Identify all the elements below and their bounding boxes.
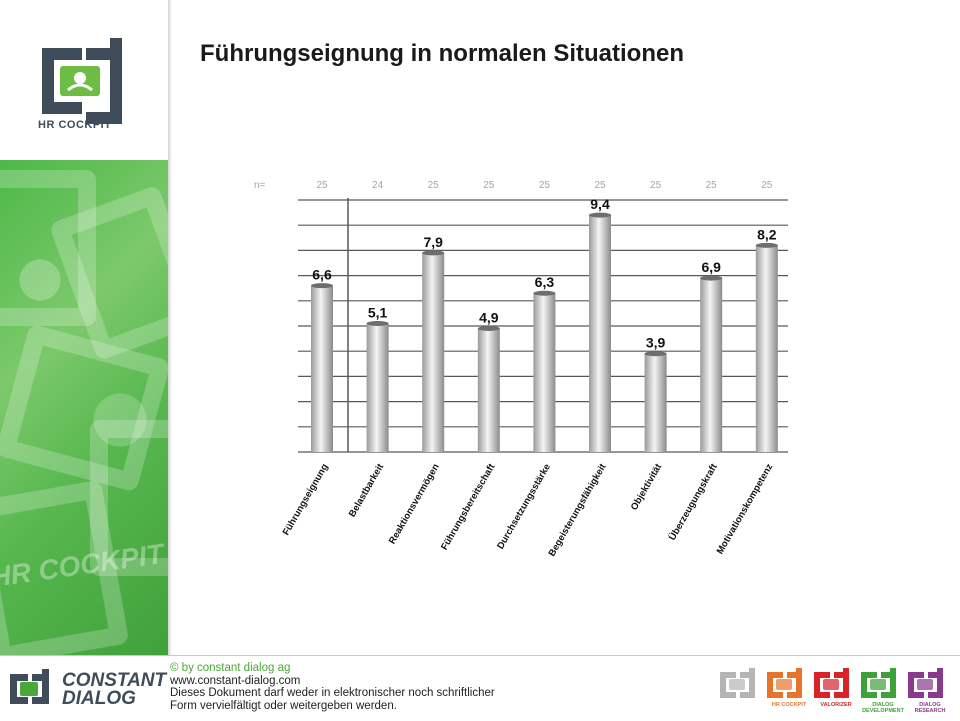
product-logo-icon xyxy=(908,668,943,698)
n-value: 25 xyxy=(706,180,718,191)
page-title: Führungseignung in normalen Situationen xyxy=(200,40,684,67)
bar xyxy=(477,328,500,452)
value-label: 6,3 xyxy=(535,274,555,290)
footer-url[interactable]: www.constant-dialog.com xyxy=(170,674,301,687)
bar xyxy=(366,323,389,452)
bar-top xyxy=(589,212,611,218)
bar-top xyxy=(533,290,556,296)
n-value: 25 xyxy=(483,180,495,191)
category-label: Reaktionsvermögen xyxy=(387,462,442,546)
value-label: 6,9 xyxy=(701,259,721,275)
product-logo-label: DIALOG RESEARCH xyxy=(914,702,946,714)
product-logo-icon xyxy=(814,668,849,698)
n-value: 25 xyxy=(594,180,606,191)
bar-chart: n= 6,6 25 Führungseignung 5,1 24 Belastbarkeit… xyxy=(254,180,788,558)
footer-brand-line2: DIALOG xyxy=(62,688,136,709)
product-logo-icon xyxy=(861,668,896,698)
footer-legal-text: © by constant dialog ag www.constant-dia… xyxy=(170,662,495,712)
value-label: 4,9 xyxy=(479,310,499,326)
bar xyxy=(644,353,667,452)
footer-brand: CONSTANT DIALOG xyxy=(62,670,167,709)
product-logos: HR COCKPIT VALORIZER DIALOG DEVELOPMENT DIA… xyxy=(718,668,954,718)
category-label: Motivationskompetenz xyxy=(715,462,776,556)
bar-top xyxy=(366,320,389,326)
category-label: Belastbarkeit xyxy=(347,461,387,519)
bar-top xyxy=(311,283,333,289)
sidebar-shadow xyxy=(168,0,172,655)
value-label: 3,9 xyxy=(646,335,666,351)
bar-top xyxy=(477,326,500,332)
n-value: 25 xyxy=(428,180,440,191)
bar xyxy=(755,245,778,452)
n-value: 25 xyxy=(650,180,662,191)
category-label: Überzeugungskraft xyxy=(667,461,720,542)
category-label: Durchsetzungsstärke xyxy=(495,462,553,551)
product-logo-icon xyxy=(720,668,755,698)
bar xyxy=(589,215,611,452)
product-logo-label: VALORIZER xyxy=(820,702,852,708)
category-label: Begeisterungsfähigkeit xyxy=(547,461,609,558)
product-logo-label: HR COCKPIT xyxy=(771,702,807,708)
footer-copyright: © by constant dialog ag xyxy=(170,662,291,674)
value-label: 6,6 xyxy=(312,267,332,283)
bar-top xyxy=(755,242,778,248)
footer-notice-line2: Form vervielfältigt oder weitergeben wer… xyxy=(170,699,397,712)
n-value: 25 xyxy=(316,180,328,191)
bar xyxy=(422,252,445,452)
footer: CONSTANT DIALOG © by constant dialog ag … xyxy=(0,655,960,721)
bar xyxy=(533,293,556,452)
bar xyxy=(311,285,333,452)
sidebar: HR COCKPIT HR COCKPIT xyxy=(0,0,172,655)
footer-brand-line1: CONSTANT xyxy=(62,670,167,691)
n-value: 24 xyxy=(372,180,384,191)
hr-cockpit-logo-text: HR COCKPIT xyxy=(38,119,112,131)
value-label: 5,1 xyxy=(368,304,388,320)
n-label: n= xyxy=(254,180,266,191)
category-label: Objektivität xyxy=(629,461,665,512)
n-value: 25 xyxy=(539,180,551,191)
footer-notice-line1: Dieses Dokument darf weder in elektronis… xyxy=(170,687,495,699)
category-label: Führungseignung xyxy=(281,462,331,538)
n-value: 25 xyxy=(761,180,773,191)
product-logo: HR COCKPIT xyxy=(765,668,809,716)
value-label: 7,9 xyxy=(423,234,443,250)
product-logo: DIALOG DEVELOPMENT xyxy=(859,668,904,716)
product-logo: VALORIZER xyxy=(812,668,856,716)
product-logo: DIALOG RESEARCH xyxy=(906,668,950,716)
bar-top xyxy=(700,275,723,281)
category-label: Führungsbereitschaft xyxy=(439,461,498,552)
bar-top xyxy=(422,250,445,256)
product-logo-icon xyxy=(767,668,802,698)
value-label: 9,4 xyxy=(590,196,610,212)
bar xyxy=(700,278,723,452)
hr-cockpit-logo xyxy=(42,38,122,124)
product-logo-label: DIALOG DEVELOPMENT xyxy=(862,702,904,714)
product-logo xyxy=(718,668,762,716)
constant-dialog-logo xyxy=(10,669,49,704)
sidebar-pattern: HR COCKPIT xyxy=(0,160,168,655)
bar-top xyxy=(644,351,667,357)
value-label: 8,2 xyxy=(757,226,777,242)
